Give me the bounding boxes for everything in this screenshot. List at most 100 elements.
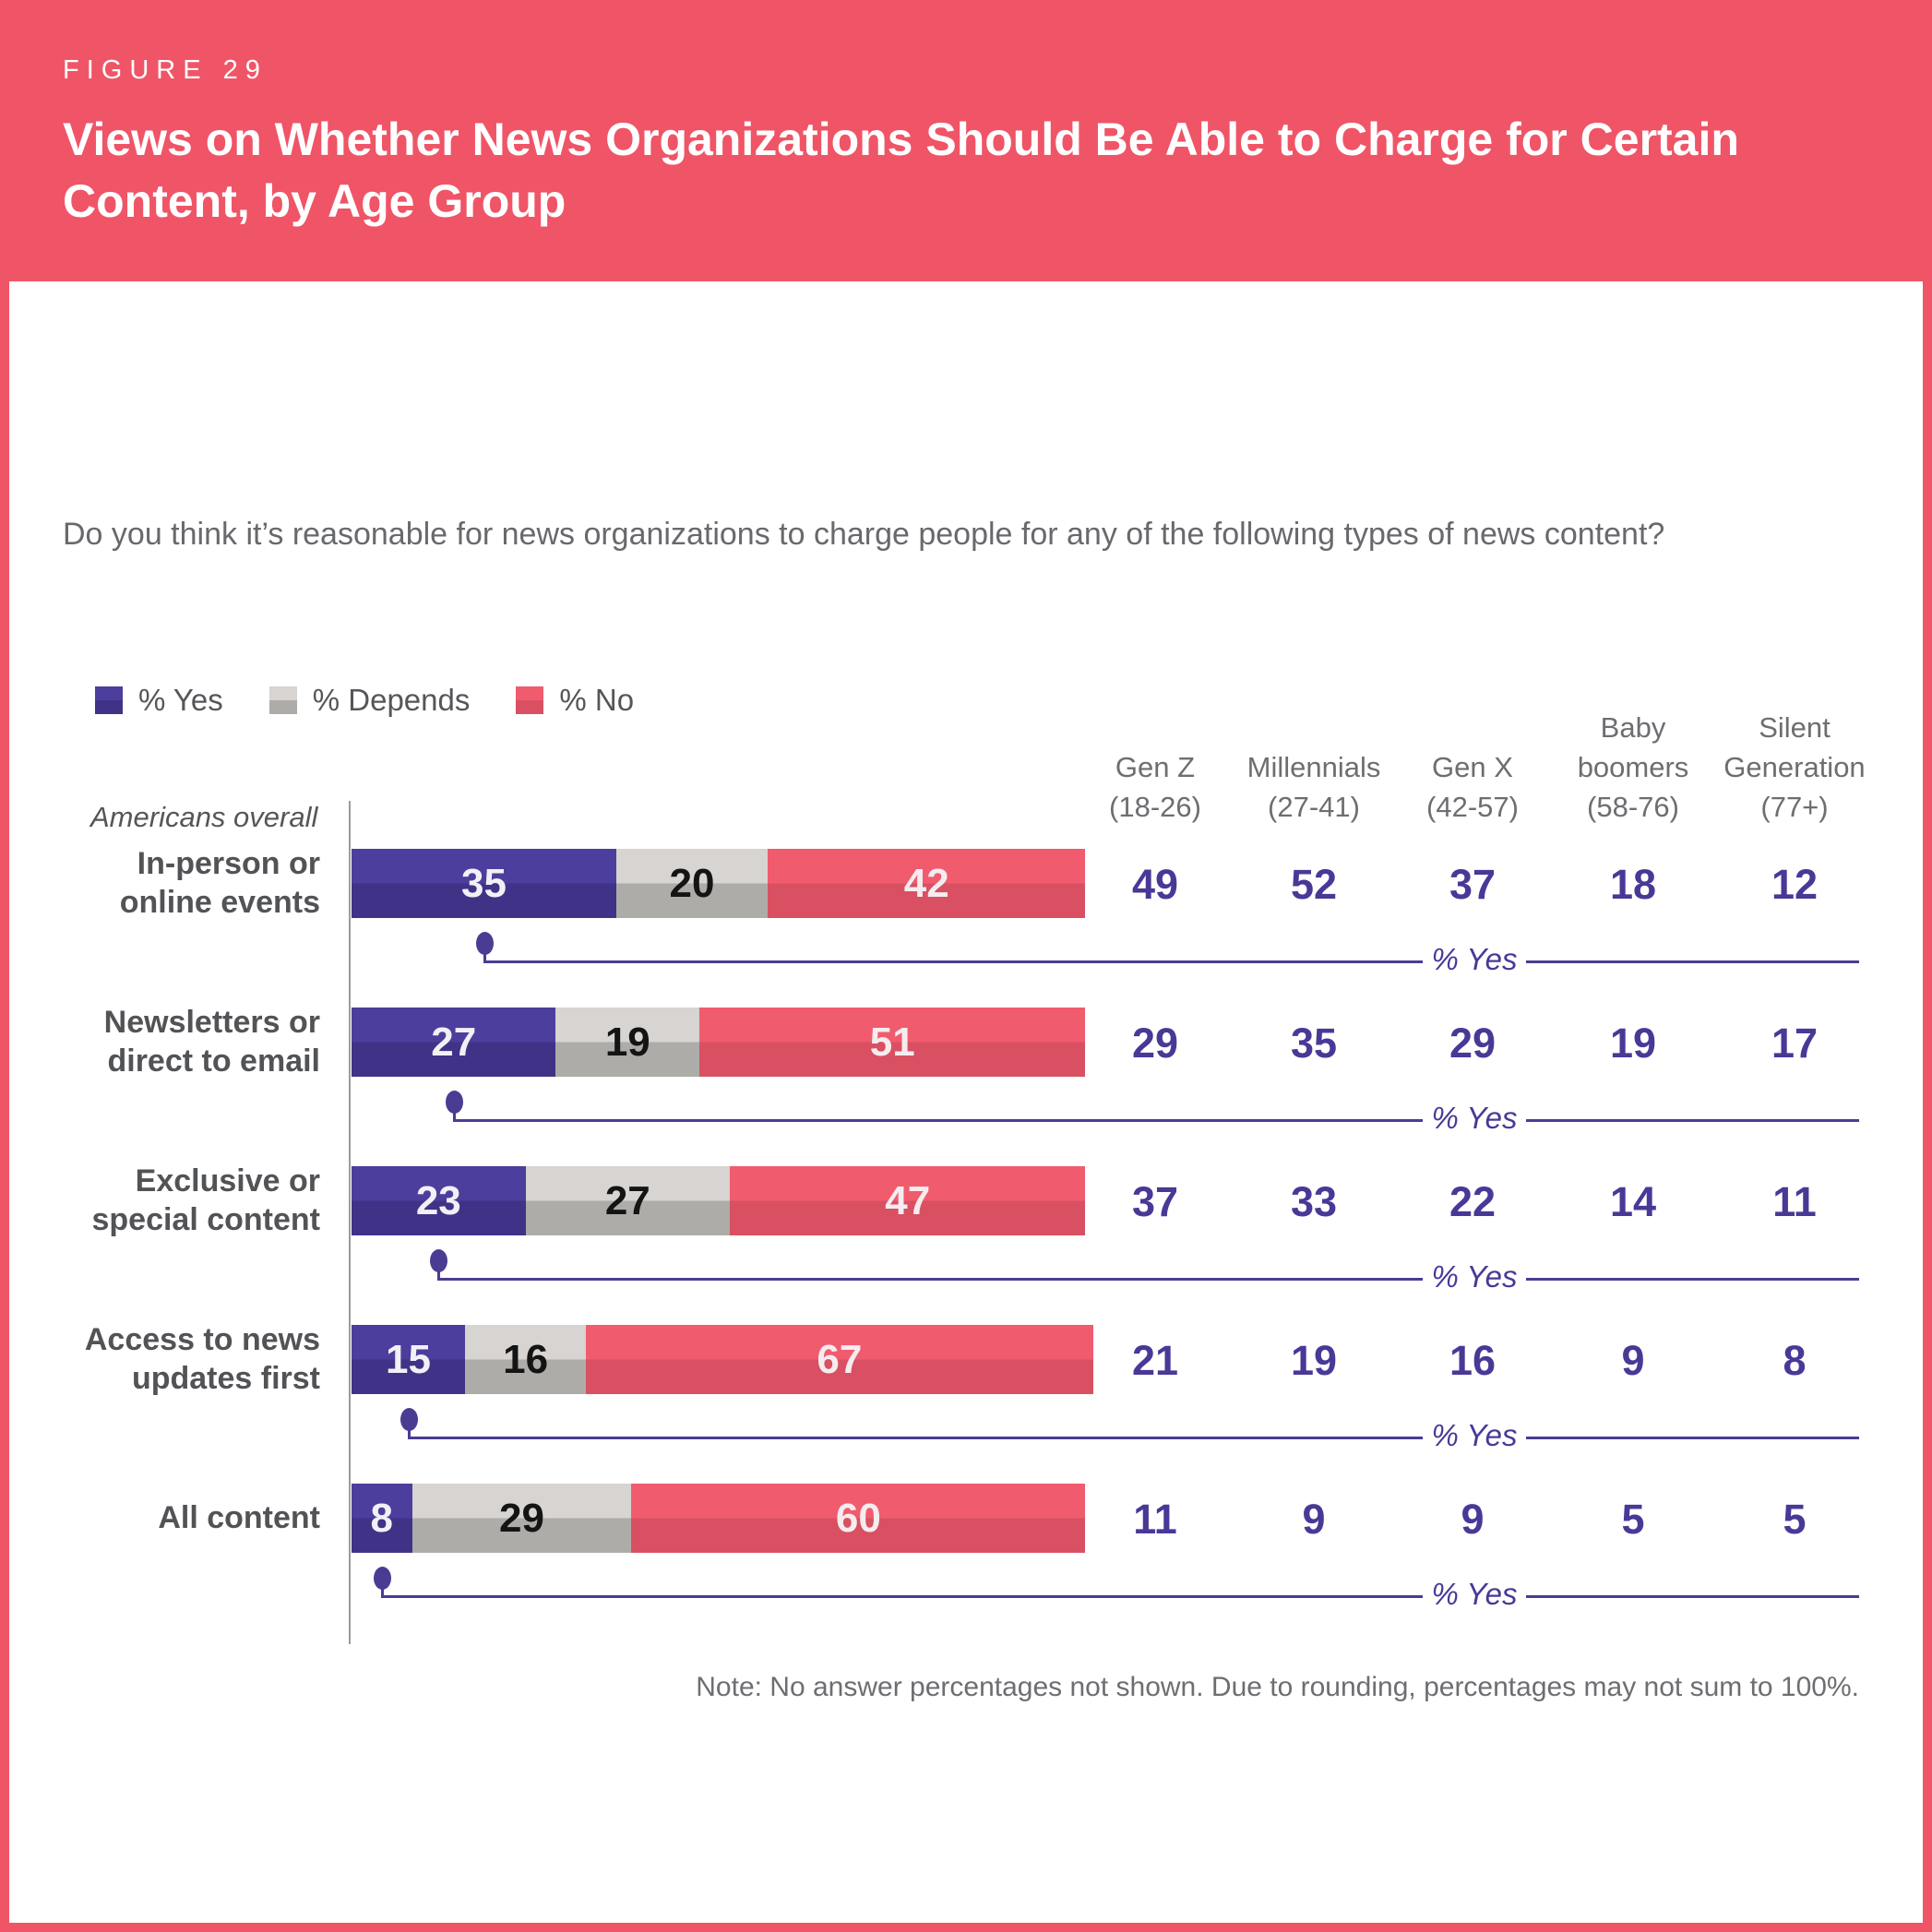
column-header-line: Baby — [1600, 711, 1666, 744]
column-header-line: Millennials — [1246, 751, 1381, 783]
column-header-line: boomers — [1577, 751, 1689, 783]
category-label-line: In-person or — [137, 846, 320, 881]
column-header: Millennials (27-41) — [1212, 708, 1415, 827]
category-label-line: online events — [119, 885, 320, 920]
category-label: Access to news updates first — [16, 1320, 320, 1398]
bar-value-label: 27 — [431, 1020, 477, 1065]
category-label: All content — [16, 1498, 320, 1537]
bar-segment-no: 42 — [768, 849, 1086, 918]
legend-label-yes: % Yes — [138, 683, 223, 717]
yes-line-label: % Yes — [1431, 1577, 1518, 1611]
category-label-line: updates first — [131, 1361, 320, 1396]
age-group-value: 18 — [1609, 861, 1657, 908]
column-header-line: (58-76) — [1587, 791, 1679, 823]
age-group-value: 5 — [1783, 1496, 1807, 1543]
age-group-value: 8 — [1783, 1337, 1807, 1384]
column-header-line: Silent — [1759, 711, 1831, 744]
column-header-line: Gen Z — [1115, 751, 1196, 783]
legend-item-no: % No — [516, 683, 634, 718]
category-label-line: Access to news — [84, 1322, 320, 1357]
bar-value-label: 27 — [604, 1178, 650, 1223]
age-group-value: 35 — [1290, 1020, 1338, 1067]
bar-value-label: 23 — [415, 1178, 461, 1223]
age-group-value: 19 — [1609, 1020, 1657, 1067]
no-color-swatch — [516, 686, 544, 714]
bar-segment-depends: 20 — [616, 849, 768, 918]
age-group-value: 17 — [1771, 1020, 1819, 1067]
yes-line-label: % Yes — [1431, 1259, 1518, 1294]
age-group-value: 5 — [1621, 1496, 1645, 1543]
chart-panel — [9, 281, 1923, 1923]
figure-title: Views on Whether News Organizations Shou… — [63, 113, 1739, 227]
bar-value-label: 15 — [386, 1337, 431, 1382]
age-group-value: 12 — [1771, 861, 1819, 908]
bar-value-label: 29 — [499, 1496, 544, 1541]
yes-connector-line — [1526, 1595, 1859, 1598]
bar-value-label: 51 — [869, 1020, 915, 1065]
yes-connector-stem — [407, 1419, 411, 1437]
yes-connector-line — [483, 960, 1423, 963]
age-group-value: 11 — [1133, 1496, 1177, 1543]
age-group-value: 37 — [1449, 861, 1497, 908]
bar-value-label: 35 — [461, 861, 507, 906]
column-header-line: (77+) — [1760, 791, 1829, 823]
legend: % Yes % Depends % No — [95, 683, 680, 718]
age-group-value: 9 — [1621, 1337, 1645, 1384]
category-label-line: direct to email — [107, 1044, 320, 1079]
yes-connector-stem — [380, 1578, 384, 1596]
age-group-value: 19 — [1290, 1337, 1338, 1384]
legend-item-yes: % Yes — [95, 683, 223, 718]
yes-connector-stem — [483, 943, 486, 961]
column-header: Gen X (42-57) — [1371, 708, 1574, 827]
bar-value-label: 67 — [817, 1337, 863, 1382]
depends-color-swatch — [268, 686, 297, 714]
bar-segment-depends: 27 — [525, 1166, 730, 1235]
bar-segment-depends: 29 — [411, 1484, 632, 1553]
age-group-value: 11 — [1772, 1178, 1817, 1225]
legend-label-depends: % Depends — [312, 683, 471, 717]
yes-line-label: % Yes — [1431, 942, 1518, 976]
bar-segment-no: 60 — [631, 1484, 1086, 1553]
yes-connector-line — [1526, 1119, 1859, 1122]
column-header-line: Gen X — [1432, 751, 1513, 783]
category-label: Newsletters or direct to email — [16, 1003, 320, 1080]
bar-segment-depends: 19 — [555, 1008, 700, 1077]
age-group-value: 29 — [1449, 1020, 1497, 1067]
category-label-line: All content — [158, 1500, 320, 1535]
category-label: Exclusive or special content — [16, 1162, 320, 1239]
legend-item-depends: % Depends — [268, 683, 471, 718]
column-header: Silent Generation (77+) — [1693, 708, 1896, 827]
bar-value-label: 16 — [503, 1337, 549, 1382]
americans-overall-label: Americans overall — [90, 801, 318, 833]
bar-value-label: 8 — [370, 1496, 394, 1541]
age-group-value: 9 — [1302, 1496, 1326, 1543]
bar-value-label: 60 — [835, 1496, 881, 1541]
age-group-value: 52 — [1290, 861, 1338, 908]
column-header: Baby boomers (58-76) — [1532, 708, 1735, 827]
bar-segment-depends: 16 — [465, 1325, 587, 1394]
age-group-value: 29 — [1131, 1020, 1179, 1067]
age-group-value: 9 — [1461, 1496, 1485, 1543]
yes-connector-line — [380, 1595, 1423, 1598]
footnote: Note: No answer percentages not shown. D… — [696, 1672, 1859, 1702]
bar-value-label: 47 — [885, 1178, 931, 1223]
yes-connector-stem — [437, 1260, 441, 1279]
column-header-line: (42-57) — [1426, 791, 1519, 823]
bar-segment-yes: 35 — [352, 849, 616, 918]
age-group-value: 33 — [1290, 1178, 1338, 1225]
column-header: Gen Z (18-26) — [1054, 708, 1257, 827]
age-group-value: 22 — [1449, 1178, 1497, 1225]
category-label-line: Newsletters or — [103, 1005, 320, 1040]
age-group-value: 16 — [1449, 1337, 1497, 1384]
yes-line-label: % Yes — [1431, 1418, 1518, 1452]
bar-segment-yes: 23 — [352, 1166, 526, 1235]
legend-label-no: % No — [559, 683, 635, 717]
yes-color-swatch — [95, 686, 123, 714]
bar-segment-no: 47 — [730, 1166, 1086, 1235]
age-group-value: 14 — [1609, 1178, 1657, 1225]
category-label-line: special content — [91, 1202, 320, 1237]
axis-line — [349, 801, 351, 1644]
category-label: In-person or online events — [16, 844, 320, 922]
yes-connector-line — [452, 1119, 1423, 1122]
yes-connector-line — [1526, 1437, 1859, 1439]
